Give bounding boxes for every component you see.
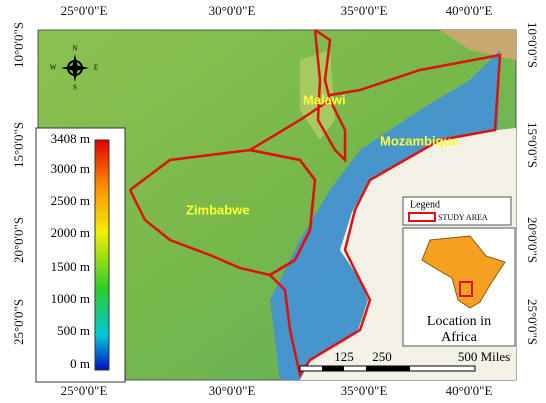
elevation-label: 1000 m: [51, 291, 90, 306]
longitude-label: 25°0'0"E: [61, 383, 108, 398]
elevation-label: 3408 m: [51, 131, 90, 146]
elevation-label: 1500 m: [51, 259, 90, 274]
highland: [440, 30, 516, 60]
malawi-border: [313, 28, 347, 164]
mozambique-border: [246, 53, 502, 379]
elevation-label: 2000 m: [51, 225, 90, 240]
study-area-marker: [459, 281, 473, 297]
compass-letter: W: [50, 64, 57, 72]
elevation-label: 0 m: [70, 356, 90, 371]
scale-bar: 125 250 500 Miles: [299, 349, 510, 372]
latitude-label: 10°0'0"S: [11, 22, 26, 68]
legend-swatch: [408, 212, 436, 222]
scale-bar-segment: [322, 366, 344, 371]
country-label: Malawi: [303, 92, 346, 107]
longitude-label: 40°0'0"E: [446, 3, 493, 18]
country-label: Zimbabwe: [186, 202, 250, 217]
color-ramp: [94, 139, 110, 371]
lowland: [270, 50, 500, 380]
latitude-label: 15°0'0"S: [525, 122, 540, 168]
scale-label: 250: [372, 349, 392, 364]
scale-label: 125: [334, 349, 354, 364]
elevation-label: 3000 m: [51, 161, 90, 176]
compass-letter: S: [73, 84, 77, 92]
longitude-label: 40°0'0"E: [446, 383, 493, 398]
latitude-label: 20°0'0"S: [11, 217, 26, 263]
compass-letter: E: [94, 64, 98, 72]
longitude-label: 35°0'0"E: [341, 3, 388, 18]
scale-label: 500 Miles: [458, 349, 510, 364]
legend-box: [35, 127, 126, 383]
compass: N E S W: [50, 45, 98, 92]
latitude-label: 10°0'0"S: [525, 22, 540, 68]
longitude-label: 30°0'0"E: [209, 383, 256, 398]
elevation-label: 2500 m: [51, 193, 90, 208]
country-label: Mozambique: [380, 133, 459, 148]
latitude-label: 25°0'0"S: [11, 299, 26, 345]
legend-item: STUDY AREA: [438, 213, 488, 222]
inset-caption: Location in: [427, 314, 491, 329]
scale-bar-segment: [366, 366, 410, 371]
compass-star: [61, 54, 89, 82]
inset-caption: Africa: [441, 330, 478, 345]
inset: Location in Africa: [402, 227, 516, 347]
latitude-label: 25°0'0"S: [525, 299, 540, 345]
legend: Legend STUDY AREA: [402, 196, 512, 226]
latitude-label: 20°0'0"S: [525, 217, 540, 263]
borders: [128, 28, 502, 379]
longitude-label: 25°0'0"E: [61, 3, 108, 18]
longitude-label: 30°0'0"E: [209, 3, 256, 18]
elevation-label: 500 m: [57, 323, 90, 338]
compass-letter: N: [72, 45, 77, 53]
africa-shape: [421, 235, 506, 309]
legend-title: Legend: [410, 199, 440, 210]
latitude-label: 15°0'0"S: [11, 122, 26, 168]
longitude-label: 35°0'0"E: [341, 383, 388, 398]
elevation-legend: 3408 m 3000 m 2500 m 2000 m 1500 m 1000 m 500 …: [35, 127, 126, 383]
